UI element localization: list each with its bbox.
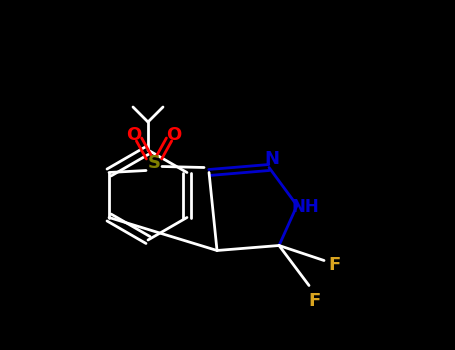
Text: S: S	[147, 154, 161, 172]
Text: F: F	[328, 257, 340, 274]
Text: F: F	[308, 292, 320, 309]
Text: O: O	[167, 126, 182, 144]
Text: N: N	[264, 150, 279, 168]
Text: NH: NH	[291, 198, 319, 217]
Text: O: O	[126, 126, 142, 144]
